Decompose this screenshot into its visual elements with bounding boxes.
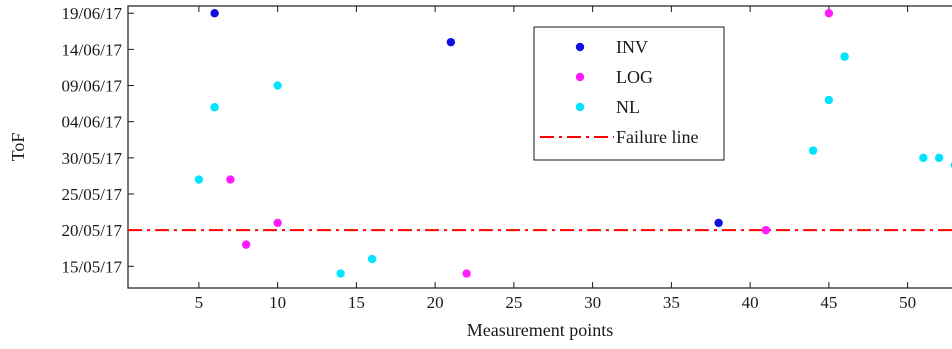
data-point-log: [273, 218, 282, 228]
legend-marker-log: [575, 72, 585, 82]
x-tick-label: 5: [195, 293, 204, 312]
data-point-nl: [336, 269, 345, 278]
x-tick-label: 40: [742, 293, 759, 312]
data-point-log: [462, 269, 471, 278]
data-point-nl: [194, 175, 204, 184]
data-point-nl: [840, 52, 849, 61]
y-tick-label: 19/06/17: [62, 4, 123, 23]
x-tick-label: 25: [505, 293, 522, 312]
legend-label-log: LOG: [616, 67, 653, 87]
data-point-nl: [934, 153, 944, 163]
data-point-inv: [446, 37, 456, 47]
legend-label-failure-line: Failure line: [616, 127, 698, 147]
data-point-inv: [714, 218, 723, 228]
x-tick-label: 20: [427, 293, 444, 312]
legend-marker-inv: [575, 42, 585, 52]
legend-box: [533, 26, 725, 161]
legend-marker-nl: [575, 102, 585, 112]
x-tick-label: 50: [899, 293, 916, 312]
legend-label-inv: INV: [616, 37, 648, 57]
y-tick-label: 25/05/17: [62, 185, 123, 204]
data-point-nl: [808, 146, 818, 155]
data-point-nl: [824, 95, 834, 105]
y-tick-label: 15/05/17: [62, 257, 123, 276]
data-point-log: [761, 225, 771, 235]
data-point-log: [241, 240, 251, 249]
x-tick-label: 45: [820, 293, 837, 312]
data-point-log: [824, 9, 834, 18]
data-point-log: [226, 175, 235, 184]
data-point-nl: [210, 103, 219, 112]
y-tick-label: 30/05/17: [62, 149, 123, 168]
y-axis-title: ToF: [8, 133, 28, 162]
legend-label-nl: NL: [616, 97, 640, 117]
x-axis-title: Measurement points: [467, 320, 613, 340]
x-tick-label: 10: [269, 293, 286, 312]
y-tick-label: 20/05/17: [62, 221, 123, 240]
y-tick-label: 14/06/17: [62, 40, 123, 59]
x-tick-label: 15: [348, 293, 365, 312]
data-point-nl: [919, 153, 928, 163]
x-tick-label: 30: [584, 293, 601, 312]
y-tick-label: 04/06/17: [62, 113, 123, 132]
x-tick-label: 35: [663, 293, 680, 312]
data-point-nl: [367, 254, 377, 264]
data-point-nl: [273, 81, 282, 90]
data-point-inv: [210, 9, 219, 18]
y-tick-label: 09/06/17: [62, 77, 123, 96]
